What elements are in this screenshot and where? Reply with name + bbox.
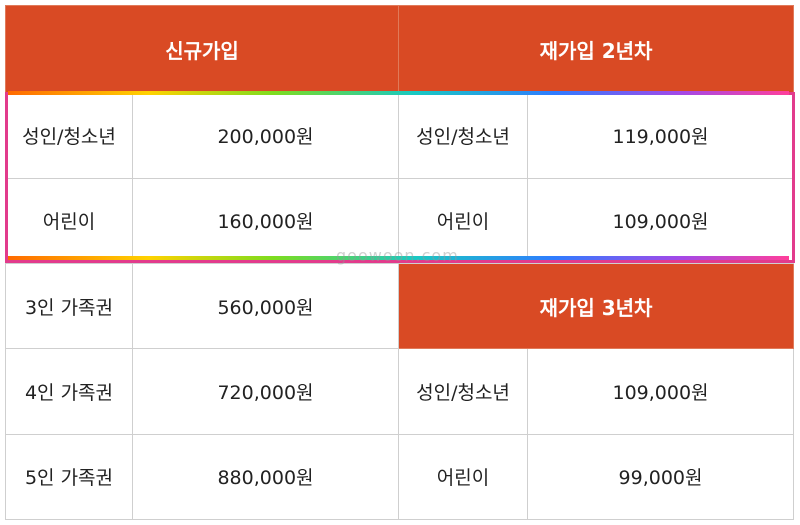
header-rejoin-3rd: 재가입 3년차: [398, 262, 795, 350]
new-join-label: 5인 가족권: [5, 433, 133, 521]
table-row: 4인 가족권 720,000원 성인/청소년 109,000원: [5, 348, 795, 435]
new-join-price: 720,000원: [131, 348, 400, 435]
rejoin-2nd-price: 119,000원: [527, 92, 795, 179]
table-row: 3인 가족권 560,000원 재가입 3년차: [5, 262, 795, 350]
new-join-price: 200,000원: [131, 92, 400, 179]
new-join-price: 560,000원: [131, 262, 400, 350]
header-new-join: 신규가입: [4, 4, 400, 94]
rejoin-2nd-label: 성인/청소년: [398, 92, 529, 179]
new-join-label: 3인 가족권: [5, 262, 133, 350]
rejoin-3rd-label: 성인/청소년: [398, 348, 529, 435]
header-row: 신규가입 재가입 2년차: [4, 4, 795, 94]
rejoin-3rd-price: 99,000원: [527, 433, 795, 521]
table-row: 성인/청소년 200,000원 성인/청소년 119,000원: [5, 92, 795, 179]
header-rejoin-2nd: 재가입 2년차: [398, 4, 795, 94]
rejoin-2nd-label: 어린이: [398, 177, 529, 264]
rejoin-3rd-price: 109,000원: [527, 348, 795, 435]
price-table: 신규가입 재가입 2년차 성인/청소년 200,000원 성인/청소년 119,…: [4, 4, 795, 521]
new-join-label: 성인/청소년: [5, 92, 133, 179]
new-join-price: 880,000원: [131, 433, 400, 521]
rejoin-3rd-label: 어린이: [398, 433, 529, 521]
rejoin-2nd-price: 109,000원: [527, 177, 795, 264]
table-row: 5인 가족권 880,000원 어린이 99,000원: [5, 433, 795, 521]
table-row: 어린이 160,000원 어린이 109,000원: [5, 177, 795, 264]
new-join-label: 4인 가족권: [5, 348, 133, 435]
new-join-label: 어린이: [5, 177, 133, 264]
new-join-price: 160,000원: [131, 177, 400, 264]
